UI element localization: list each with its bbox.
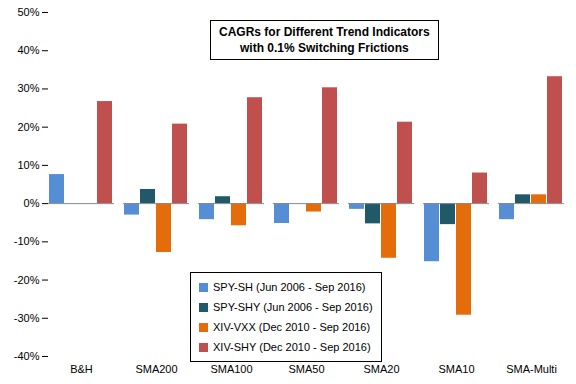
html-text:with 0.1% Switching Frictions: with 0.1% Switching Frictions <box>240 41 409 55</box>
svg-text:SMA200: SMA200 <box>135 363 177 375</box>
html-text:SPY-SH (Jun 2006 - Sep 2016): SPY-SH (Jun 2006 - Sep 2016) <box>213 281 366 293</box>
svg-text:40%: 40% <box>17 44 39 56</box>
svg-text:B&H: B&H <box>70 363 93 375</box>
svg-text:-20%: -20% <box>14 274 40 286</box>
html-text:XIV-SHY (Dec 2010 - Sep 2016): XIV-SHY (Dec 2010 - Sep 2016) <box>213 341 371 353</box>
html-text:XIV-VXX (Dec 2010 - Sep 2016): XIV-VXX (Dec 2010 - Sep 2016) <box>213 321 371 333</box>
svg-text:SMA-Multi: SMA-Multi <box>506 363 557 375</box>
html-text:CAGRs for Different Trend Indi: CAGRs for Different Trend Indicators <box>219 25 430 39</box>
svg-text:20%: 20% <box>17 121 39 133</box>
svg-text:-30%: -30% <box>14 312 40 324</box>
svg-text:50%: 50% <box>17 6 39 18</box>
svg-text:30%: 30% <box>17 82 39 94</box>
svg-text:0%: 0% <box>24 197 40 209</box>
svg-text:-10%: -10% <box>14 235 40 247</box>
svg-text:SMA10: SMA10 <box>438 363 474 375</box>
svg-text:SMA50: SMA50 <box>288 363 324 375</box>
svg-text:SMA100: SMA100 <box>210 363 252 375</box>
svg-text:-40%: -40% <box>14 350 40 362</box>
svg-text:10%: 10% <box>17 159 39 171</box>
html-text:SPY-SHY (Jun 2006 - Sep 2016): SPY-SHY (Jun 2006 - Sep 2016) <box>213 301 373 313</box>
svg-text:SMA20: SMA20 <box>363 363 399 375</box>
